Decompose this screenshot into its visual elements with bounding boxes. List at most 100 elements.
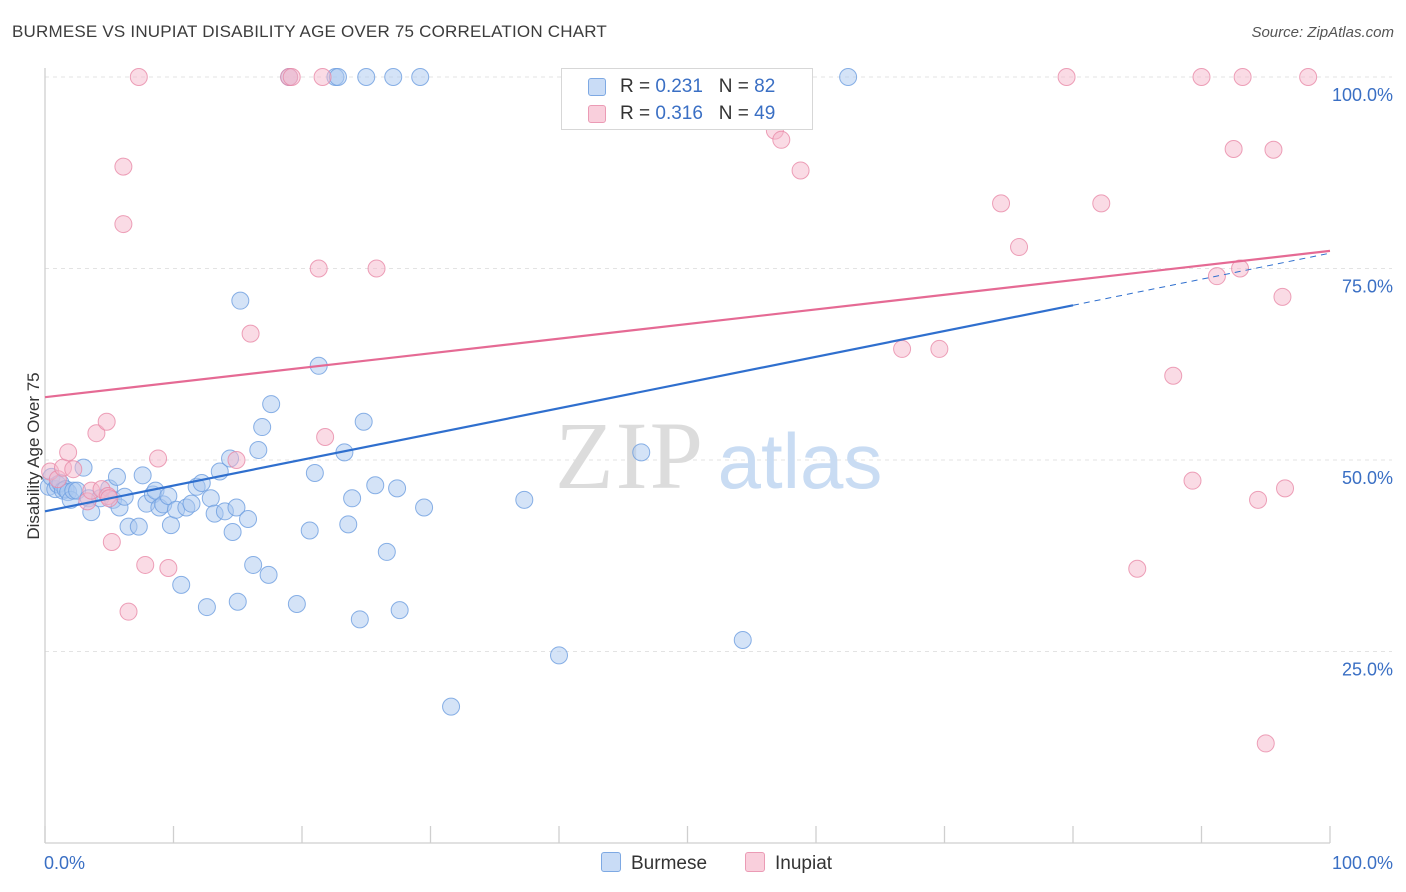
- burmese-point: [231, 291, 250, 310]
- burmese-point: [228, 592, 247, 611]
- burmese-point: [354, 412, 373, 431]
- bottom-legend-burmese: Burmese: [601, 852, 707, 875]
- inupiat-point: [1233, 68, 1252, 86]
- inupiat-point: [1264, 140, 1283, 159]
- burmese-point: [384, 68, 403, 86]
- burmese-point: [339, 515, 358, 534]
- inupiat-point: [241, 324, 260, 343]
- burmese-point: [390, 601, 409, 620]
- burmese-point: [133, 466, 152, 485]
- bottom-legend-inupiat: Inupiat: [745, 852, 832, 875]
- inupiat-point: [316, 428, 335, 447]
- burmese-trend-extension: [1072, 252, 1331, 306]
- inupiat-point: [791, 161, 810, 180]
- inupiat-point: [129, 68, 148, 86]
- inupiat-point: [309, 259, 328, 278]
- inupiat-point: [313, 68, 332, 86]
- legend-r-label: R =: [620, 103, 651, 124]
- burmese-point: [300, 521, 319, 540]
- legend-n-value-burmese: 82: [754, 76, 776, 97]
- burmese-point: [733, 631, 752, 650]
- y-tick-label: 100.0%: [1332, 85, 1393, 105]
- inupiat-point: [1249, 490, 1268, 509]
- legend-r-value-burmese: 0.231: [655, 76, 703, 97]
- inupiat-point: [64, 460, 83, 479]
- y-axis-label: Disability Age Over 75: [24, 372, 43, 540]
- burmese-point: [129, 517, 148, 536]
- burmese-point: [366, 476, 385, 495]
- inupiat-point: [1010, 238, 1029, 257]
- inupiat-point: [1273, 287, 1292, 306]
- source-label: Source: ZipAtlas.com: [1251, 24, 1394, 41]
- burmese-point: [172, 575, 191, 594]
- burmese-trend-line: [44, 304, 1074, 513]
- inupiat-trend-line: [44, 249, 1331, 399]
- inupiat-point: [930, 339, 949, 358]
- legend-n-value-inupiat: 49: [754, 103, 776, 124]
- watermark: ZIP atlas: [555, 402, 882, 509]
- inupiat-point: [1224, 140, 1243, 159]
- watermark-zip: ZIP: [555, 402, 705, 509]
- inupiat-point: [893, 339, 912, 358]
- inupiat-point: [227, 451, 246, 469]
- inupiat-point: [114, 157, 133, 176]
- inupiat-point: [97, 412, 116, 431]
- inupiat-point: [282, 68, 301, 86]
- axes: [44, 68, 1331, 844]
- burmese-point: [197, 598, 216, 617]
- burmese-point: [201, 489, 220, 508]
- burmese-point: [839, 68, 858, 86]
- inupiat-point: [1183, 471, 1202, 490]
- burmese-point: [550, 646, 568, 665]
- tick-labels: 25.0% 50.0% 75.0% 100.0% 0.0% 100.0%: [44, 85, 1393, 873]
- burmese-point: [305, 464, 324, 483]
- inupiat-point: [149, 449, 168, 468]
- burmese-point: [415, 498, 434, 517]
- y-tick-label: 25.0%: [1342, 660, 1393, 680]
- inupiat-point: [87, 424, 106, 443]
- burmese-point: [377, 542, 396, 561]
- burmese-point: [107, 467, 126, 486]
- inupiat-point: [119, 602, 138, 621]
- burmese-point: [442, 697, 461, 716]
- inupiat-point: [1276, 479, 1295, 498]
- inupiat-point: [992, 194, 1011, 213]
- burmese-point: [388, 479, 407, 498]
- burmese-point: [182, 494, 201, 513]
- inupiat-point: [1299, 68, 1318, 86]
- inupiat-point: [1192, 68, 1211, 86]
- x-tick-label: 0.0%: [44, 853, 85, 873]
- inupiat-point: [159, 559, 178, 578]
- burmese-point: [259, 565, 278, 584]
- burmese-point: [632, 443, 651, 462]
- correlation-legend: R = 0.231 N = 82 R = 0.316 N = 49: [561, 68, 813, 130]
- burmese-point: [287, 595, 306, 614]
- burmese-point: [244, 555, 263, 574]
- legend-r-value-inupiat: 0.316: [655, 103, 703, 124]
- burmese-point: [262, 395, 281, 414]
- inupiat-point: [114, 215, 133, 234]
- inupiat-point: [1092, 194, 1111, 213]
- inupiat-point: [136, 555, 155, 574]
- inupiat-point: [1128, 559, 1147, 578]
- inupiat-point: [59, 443, 78, 462]
- x-tick-label: 100.0%: [1332, 853, 1393, 873]
- burmese-point: [192, 473, 211, 492]
- bottom-legend-swatch-inupiat: [745, 852, 765, 872]
- burmese-point: [227, 498, 246, 517]
- burmese-point: [411, 68, 430, 86]
- burmese-point: [328, 68, 347, 86]
- legend-n-label: N =: [718, 103, 749, 124]
- burmese-point: [515, 490, 534, 509]
- inupiat-point: [367, 259, 386, 278]
- legend-n-label: N =: [718, 76, 749, 97]
- burmese-point: [161, 516, 180, 535]
- inupiat-point: [102, 532, 121, 551]
- inupiat-point: [1256, 734, 1275, 753]
- bottom-legend-label-burmese: Burmese: [631, 853, 708, 874]
- legend-swatch-burmese: [588, 78, 606, 96]
- watermark-atlas: atlas: [718, 417, 883, 505]
- y-tick-label: 50.0%: [1342, 468, 1393, 488]
- burmese-point: [350, 610, 369, 629]
